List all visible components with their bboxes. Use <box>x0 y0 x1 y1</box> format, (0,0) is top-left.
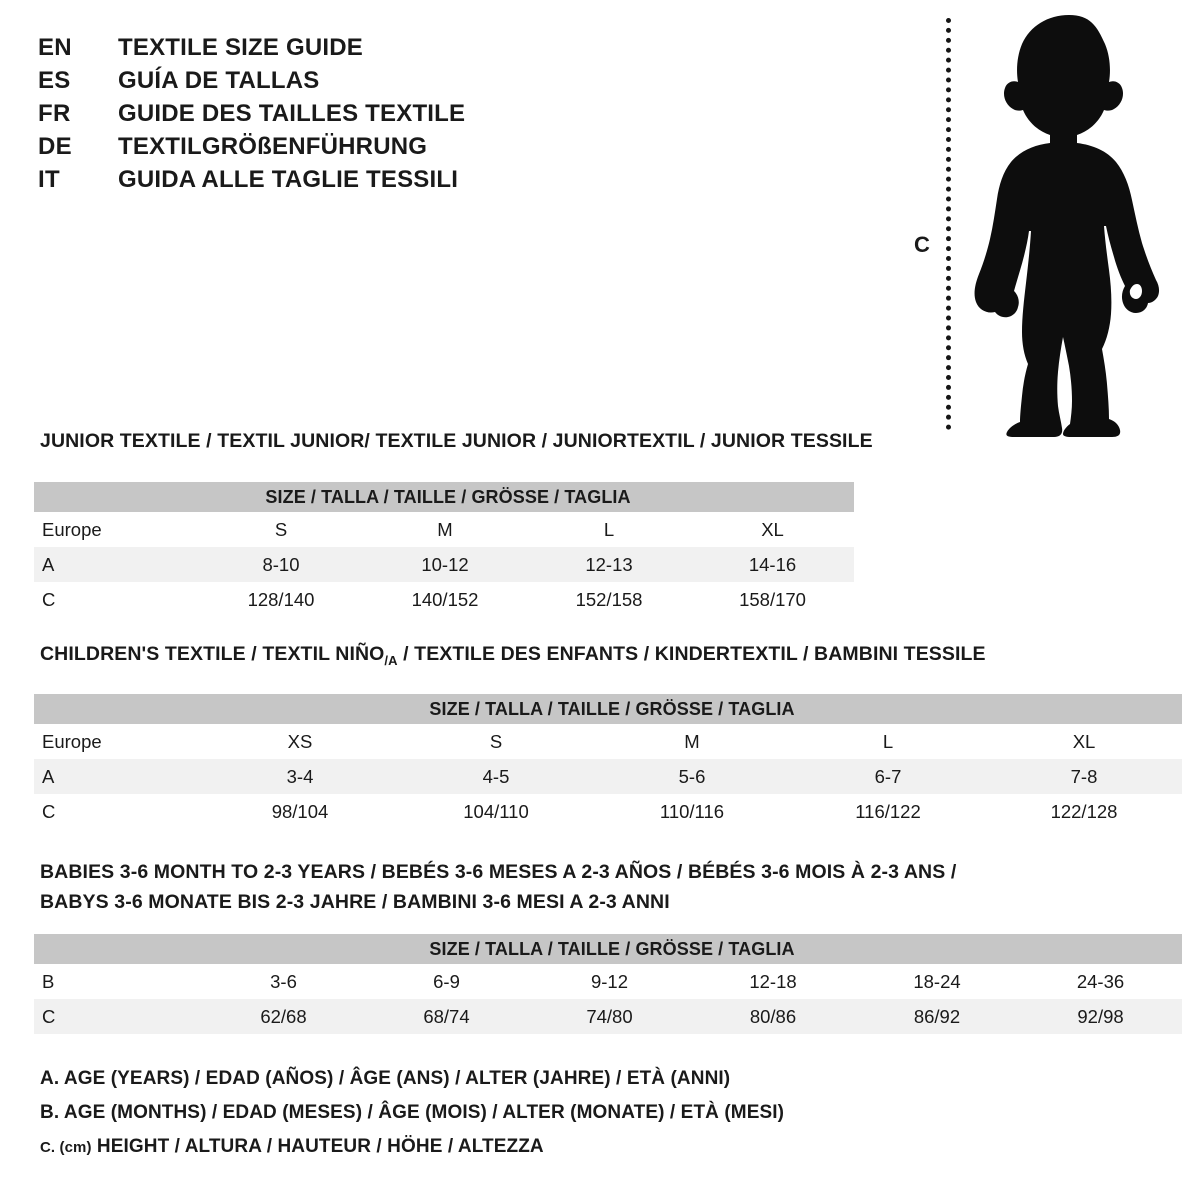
table-cell: 110/116 <box>594 794 790 829</box>
section-title-junior: JUNIOR TEXTILE / TEXTIL JUNIOR/ TEXTILE … <box>40 430 873 452</box>
section-title-babies: BABIES 3-6 MONTH TO 2-3 YEARS / BEBÉS 3-… <box>40 857 990 917</box>
table-cell: 122/128 <box>986 794 1183 829</box>
table-cell: 10-12 <box>363 547 527 582</box>
table-cell: 98/104 <box>202 794 398 829</box>
table-cell: 6-7 <box>790 759 986 794</box>
babies-size-table: SIZE / TALLA / TAILLE / GRÖSSE / TAGLIA … <box>34 934 1183 1034</box>
table-cell: 80/86 <box>691 999 855 1034</box>
language-row: EN TEXTILE SIZE GUIDE <box>38 34 558 67</box>
table-cell: 62/68 <box>202 999 365 1034</box>
toddler-silhouette-icon <box>974 15 1160 437</box>
table-cell: L <box>527 512 691 547</box>
guide-title: GUIDA ALLE TAGLIE TESSILI <box>118 166 459 193</box>
legend-line-b: B. AGE (MONTHS) / EDAD (MESES) / ÂGE (MO… <box>40 1102 785 1123</box>
language-code: IT <box>38 166 60 193</box>
section-title-children-post: / TEXTILE DES ENFANTS / KINDERTEXTIL / B… <box>397 643 986 665</box>
table-cell: 116/122 <box>790 794 986 829</box>
table-cell: XL <box>986 724 1183 759</box>
guide-title: GUÍA DE TALLAS <box>118 67 320 94</box>
table-cell: 12-18 <box>691 964 855 999</box>
table-cell: XL <box>691 512 855 547</box>
row-label: C <box>34 582 199 617</box>
table-cell: 14-16 <box>691 547 855 582</box>
table-cell: M <box>363 512 527 547</box>
junior-size-table: SIZE / TALLA / TAILLE / GRÖSSE / TAGLIA … <box>34 482 855 617</box>
table-row: A 8-10 10-12 12-13 14-16 <box>34 547 855 582</box>
table-cell: 7-8 <box>986 759 1183 794</box>
table-cell: 128/140 <box>199 582 363 617</box>
table-cell: 3-6 <box>202 964 365 999</box>
section-title-children-pre: CHILDREN'S TEXTILE / TEXTIL NIÑO <box>40 643 385 665</box>
section-title-children-sub: /A <box>384 652 398 668</box>
language-row: FR GUIDE DES TAILLES TEXTILE <box>38 100 558 133</box>
table-cell: 24-36 <box>1019 964 1183 999</box>
section-title-babies-line2: BABYS 3-6 MONATE BIS 2-3 JAHRE / BAMBINI… <box>40 891 670 913</box>
guide-title: TEXTILE SIZE GUIDE <box>118 34 363 61</box>
language-code: EN <box>38 34 72 61</box>
table-cell: 6-9 <box>365 964 528 999</box>
size-band-label: SIZE / TALLA / TAILLE / GRÖSSE / TAGLIA <box>34 482 855 512</box>
table-cell: S <box>199 512 363 547</box>
table-cell: M <box>594 724 790 759</box>
table-cell: 74/80 <box>528 999 691 1034</box>
table-band-row: SIZE / TALLA / TAILLE / GRÖSSE / TAGLIA <box>34 694 1183 724</box>
table-cell: 9-12 <box>528 964 691 999</box>
table-cell: 4-5 <box>398 759 594 794</box>
legend-line-c: C. (cm) HEIGHT / ALTURA / HAUTEUR / HÖHE… <box>40 1136 784 1170</box>
table-cell: 152/158 <box>527 582 691 617</box>
table-cell: 18-24 <box>855 964 1019 999</box>
table-cell: 92/98 <box>1019 999 1183 1034</box>
table-row: Europe S M L XL <box>34 512 855 547</box>
table-row: C 128/140 140/152 152/158 158/170 <box>34 582 855 617</box>
table-band-row: SIZE / TALLA / TAILLE / GRÖSSE / TAGLIA <box>34 482 855 512</box>
table-cell: 12-13 <box>527 547 691 582</box>
table-cell: L <box>790 724 986 759</box>
language-row: IT GUIDA ALLE TAGLIE TESSILI <box>38 166 558 199</box>
legend-line-c-rest: HEIGHT / ALTURA / HAUTEUR / HÖHE / ALTEZ… <box>91 1136 544 1157</box>
row-label: B <box>34 964 202 999</box>
table-cell: 140/152 <box>363 582 527 617</box>
table-cell: 5-6 <box>594 759 790 794</box>
table-row: A 3-4 4-5 5-6 6-7 7-8 <box>34 759 1183 794</box>
children-size-table: SIZE / TALLA / TAILLE / GRÖSSE / TAGLIA … <box>34 694 1183 829</box>
language-row: DE TEXTILGRÖßENFÜHRUNG <box>38 133 558 166</box>
table-cell: S <box>398 724 594 759</box>
legend-line-a: A. AGE (YEARS) / EDAD (AÑOS) / ÂGE (ANS)… <box>40 1068 731 1089</box>
height-illustration: C <box>900 12 1190 437</box>
language-code: ES <box>38 67 71 94</box>
table-cell: 104/110 <box>398 794 594 829</box>
row-label: C <box>34 794 202 829</box>
section-title-babies-line1: BABIES 3-6 MONTH TO 2-3 YEARS / BEBÉS 3-… <box>40 861 957 883</box>
table-row: C 62/68 68/74 74/80 80/86 86/92 92/98 <box>34 999 1183 1034</box>
table-cell: 86/92 <box>855 999 1019 1034</box>
guide-title: TEXTILGRÖßENFÜHRUNG <box>118 133 428 160</box>
language-header-block: EN TEXTILE SIZE GUIDE ES GUÍA DE TALLAS … <box>38 34 558 199</box>
language-code: DE <box>38 133 72 160</box>
measurement-legend: A. AGE (YEARS) / EDAD (AÑOS) / ÂGE (ANS)… <box>40 1068 784 1170</box>
size-band-label: SIZE / TALLA / TAILLE / GRÖSSE / TAGLIA <box>34 934 1183 964</box>
height-measure-line <box>946 18 951 430</box>
guide-title: GUIDE DES TAILLES TEXTILE <box>118 100 466 127</box>
row-label: Europe <box>34 512 199 547</box>
language-code: FR <box>38 100 71 127</box>
table-cell: XS <box>202 724 398 759</box>
row-label: A <box>34 547 199 582</box>
table-cell: 158/170 <box>691 582 855 617</box>
table-row: B 3-6 6-9 9-12 12-18 18-24 24-36 <box>34 964 1183 999</box>
language-row: ES GUÍA DE TALLAS <box>38 67 558 100</box>
size-band-label: SIZE / TALLA / TAILLE / GRÖSSE / TAGLIA <box>34 694 1183 724</box>
table-row: Europe XS S M L XL <box>34 724 1183 759</box>
height-measure-label: C <box>914 232 930 257</box>
row-label: C <box>34 999 202 1034</box>
row-label: Europe <box>34 724 202 759</box>
table-cell: 68/74 <box>365 999 528 1034</box>
table-cell: 3-4 <box>202 759 398 794</box>
section-title-children: CHILDREN'S TEXTILE / TEXTIL NIÑO/A / TEX… <box>40 643 986 668</box>
legend-line-c-unit: C. (cm) <box>40 1139 92 1156</box>
table-row: C 98/104 104/110 110/116 116/122 122/128 <box>34 794 1183 829</box>
row-label: A <box>34 759 202 794</box>
table-band-row: SIZE / TALLA / TAILLE / GRÖSSE / TAGLIA <box>34 934 1183 964</box>
table-cell: 8-10 <box>199 547 363 582</box>
